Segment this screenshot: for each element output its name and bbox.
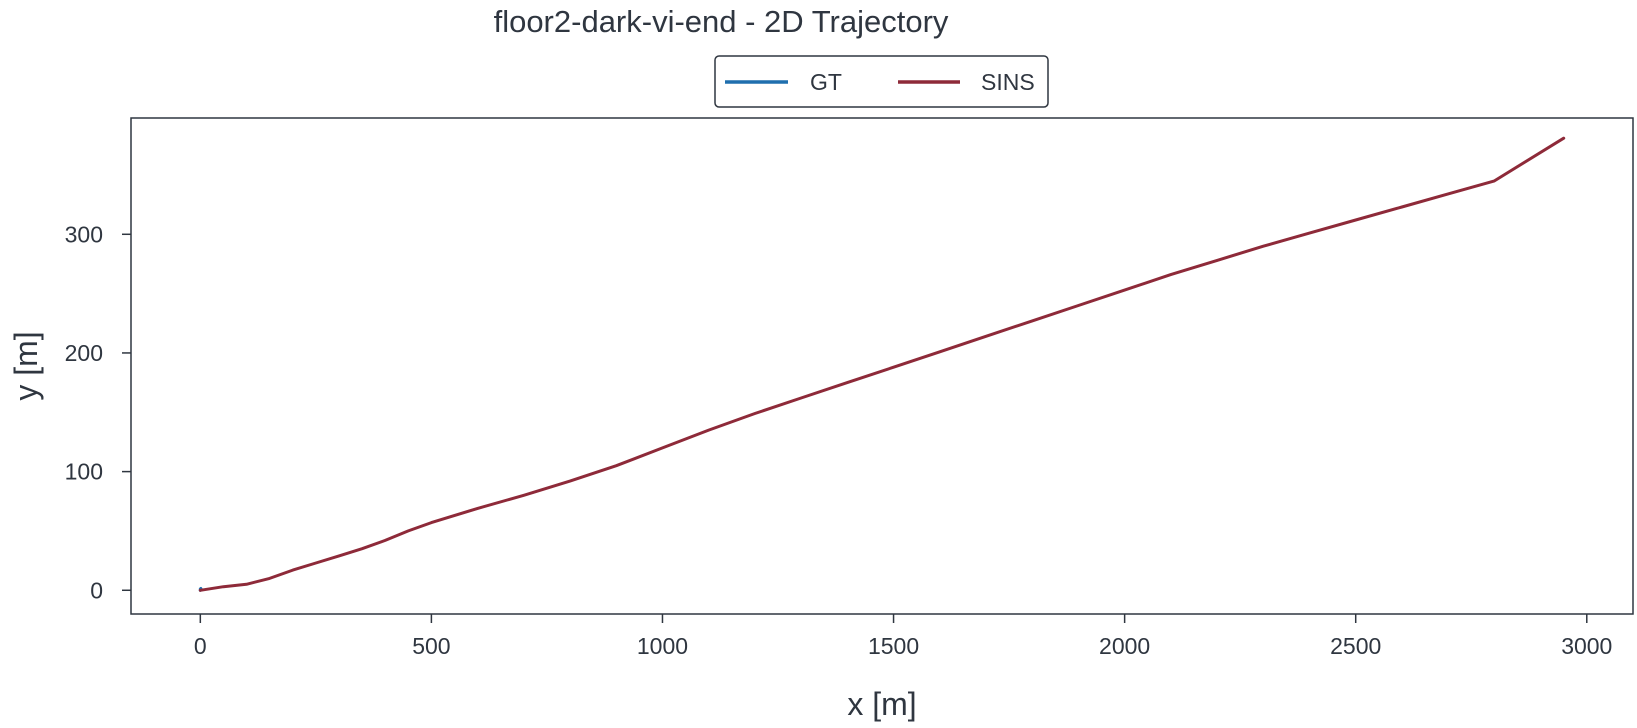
y-axis-label: y [m] [8, 331, 44, 400]
x-axis-label: x [m] [847, 686, 916, 722]
legend-label-sins: SINS [981, 69, 1035, 95]
x-tick-label: 1500 [868, 633, 919, 659]
y-tick-label: 100 [65, 459, 103, 485]
chart-title: floor2-dark-vi-end - 2D Trajectory [494, 4, 949, 39]
legend: GT SINS [714, 55, 1049, 108]
x-axis-ticks: 0 500 1000 1500 2000 2500 3000 [194, 614, 1612, 659]
plot-frame [130, 117, 1634, 615]
legend-label-gt: GT [810, 69, 842, 95]
x-tick-label: 1000 [637, 633, 688, 659]
series-line-sins [198, 136, 1566, 592]
x-tick-label: 3000 [1561, 633, 1612, 659]
y-tick-label: 0 [90, 577, 103, 603]
y-axis-ticks: 0 100 200 300 [65, 221, 131, 603]
y-tick-label: 300 [65, 221, 103, 247]
legend-box [714, 55, 1049, 108]
x-tick-label: 2000 [1099, 633, 1150, 659]
x-tick-label: 0 [194, 633, 207, 659]
series-layer [198, 136, 1566, 592]
x-tick-label: 500 [412, 633, 450, 659]
x-tick-label: 2500 [1330, 633, 1381, 659]
y-tick-label: 200 [65, 340, 103, 366]
